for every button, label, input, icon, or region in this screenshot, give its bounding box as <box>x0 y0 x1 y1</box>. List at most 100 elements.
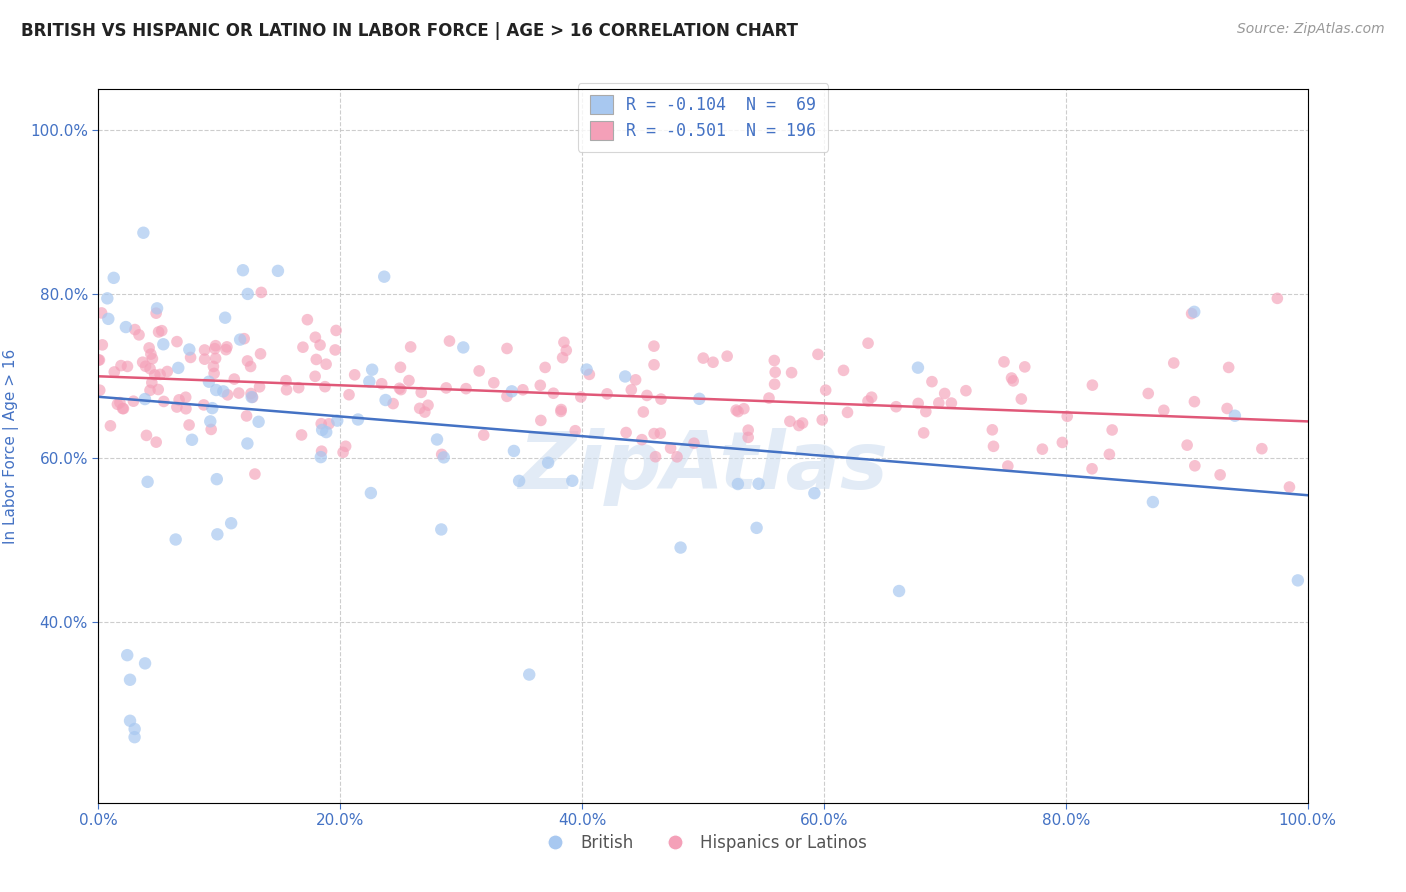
Point <box>134 392 156 406</box>
Point <box>1209 467 1232 482</box>
Point <box>564 424 586 438</box>
Point <box>111 401 134 416</box>
Point <box>1137 386 1160 401</box>
Point <box>748 476 770 491</box>
Point <box>193 398 215 412</box>
Point <box>643 339 665 353</box>
Point <box>503 444 526 458</box>
Point <box>287 381 309 395</box>
Point <box>633 405 655 419</box>
Point <box>311 423 333 437</box>
Point <box>550 404 572 418</box>
Point <box>198 375 221 389</box>
Point <box>727 477 749 491</box>
Point <box>993 355 1015 369</box>
Point <box>482 376 505 390</box>
Point <box>240 386 263 401</box>
Point <box>247 415 270 429</box>
Point <box>228 386 250 401</box>
Point <box>508 474 530 488</box>
Point <box>131 355 153 369</box>
Point <box>309 338 332 352</box>
Point <box>1184 394 1206 409</box>
Point <box>149 368 172 382</box>
Point <box>290 428 312 442</box>
Point <box>666 450 689 464</box>
Point <box>373 269 395 284</box>
Point <box>1181 307 1204 321</box>
Point <box>323 343 346 357</box>
Point <box>174 390 197 404</box>
Point <box>217 388 239 402</box>
Point <box>291 340 314 354</box>
Point <box>569 390 592 404</box>
Point <box>1010 392 1032 406</box>
Point <box>763 365 786 379</box>
Point <box>763 377 786 392</box>
Point <box>727 404 749 418</box>
Point <box>561 474 583 488</box>
Point <box>1081 378 1104 392</box>
Point <box>501 384 523 399</box>
Point <box>941 396 963 410</box>
Point <box>650 426 672 441</box>
Point <box>200 422 222 436</box>
Point <box>1223 409 1246 423</box>
Point <box>117 359 139 374</box>
Point <box>814 383 837 397</box>
Point <box>249 347 271 361</box>
Point <box>1056 409 1078 424</box>
Point <box>232 263 254 277</box>
Point <box>305 352 328 367</box>
Point <box>276 383 298 397</box>
Point <box>837 405 859 419</box>
Point <box>374 392 396 407</box>
Point <box>118 673 141 687</box>
Point <box>517 667 540 681</box>
Point <box>219 516 242 531</box>
Point <box>122 394 145 409</box>
Point <box>688 392 710 406</box>
Point <box>167 360 190 375</box>
Point <box>115 320 138 334</box>
Point <box>409 401 432 416</box>
Point <box>240 390 263 404</box>
Point <box>204 351 226 366</box>
Point <box>343 368 366 382</box>
Point <box>90 306 112 320</box>
Point <box>141 376 163 390</box>
Point <box>141 351 163 366</box>
Point <box>332 445 354 459</box>
Point <box>148 325 170 339</box>
Point <box>430 523 453 537</box>
Text: Source: ZipAtlas.com: Source: ZipAtlas.com <box>1237 22 1385 37</box>
Point <box>887 584 910 599</box>
Point <box>214 310 236 325</box>
Point <box>337 388 360 402</box>
Point <box>914 404 936 418</box>
Point <box>955 384 977 398</box>
Point <box>205 472 228 486</box>
Point <box>242 390 264 404</box>
Point <box>174 401 197 416</box>
Point <box>150 324 173 338</box>
Point <box>620 383 643 397</box>
Point <box>143 368 166 382</box>
Point <box>575 362 598 376</box>
Point <box>325 323 347 337</box>
Point <box>907 360 929 375</box>
Point <box>792 416 814 430</box>
Point <box>856 336 879 351</box>
Point <box>136 475 159 489</box>
Point <box>139 361 162 376</box>
Point <box>737 430 759 444</box>
Point <box>297 312 319 326</box>
Point <box>152 337 174 351</box>
Point <box>555 343 578 358</box>
Point <box>683 436 706 450</box>
Point <box>212 384 235 399</box>
Point <box>856 394 879 409</box>
Point <box>1081 462 1104 476</box>
Point <box>134 657 156 671</box>
Point <box>128 327 150 342</box>
